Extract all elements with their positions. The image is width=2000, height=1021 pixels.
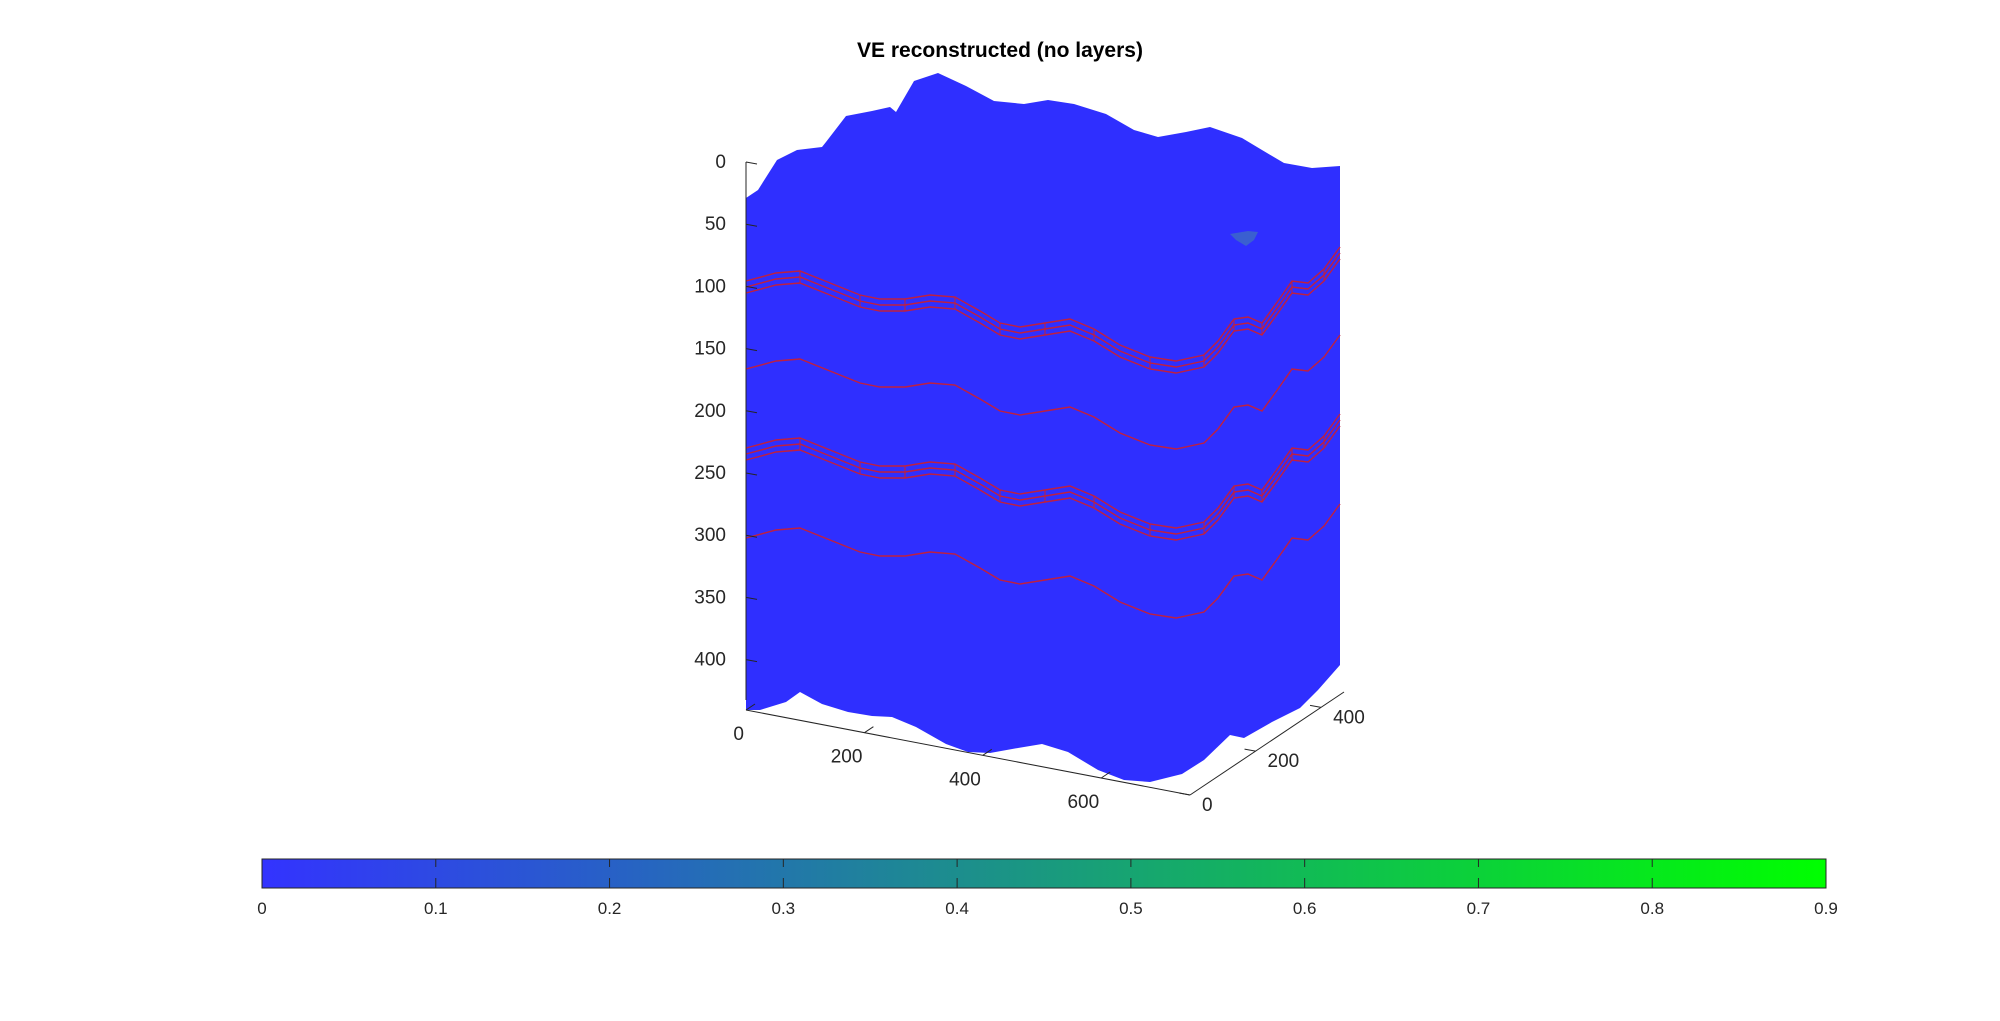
colorbar-tick-label: 0.6: [1293, 899, 1317, 918]
y-axis-line: [1189, 691, 1345, 796]
y-tick-mark: [1178, 792, 1191, 796]
layer-lines: [745, 246, 1341, 619]
z-tick-label: 100: [694, 276, 726, 297]
z-tick-mark: [745, 596, 758, 600]
z-axis-ticks: 0 50 100 150 200 250 300 350 400: [694, 152, 758, 671]
z-tick-mark: [745, 472, 758, 476]
z-tick-mark: [745, 285, 758, 289]
x-tick-label: 600: [1067, 792, 1099, 813]
colorbar-tick-label: 0.8: [1640, 899, 1664, 918]
z-tick-label: 200: [694, 401, 726, 422]
y-tick-mark: [1244, 748, 1256, 752]
z-tick-label: 150: [694, 339, 726, 360]
z-tick-mark: [745, 534, 758, 538]
z-tick-label: 0: [715, 152, 726, 173]
colorbar-ticks: 0 0.1 0.2 0.3 0.4 0.5 0.6 0.7 0.8 0.9: [257, 859, 1838, 918]
surface-patch: [1230, 231, 1258, 246]
x-tick-mark: [745, 703, 756, 711]
colorbar-tick-label: 0.1: [424, 899, 448, 918]
colorbar-tick-label: 0.4: [945, 899, 969, 918]
x-tick-label: 200: [831, 747, 863, 768]
z-tick-label: 300: [694, 525, 726, 546]
z-tick-mark: [745, 348, 758, 352]
colorbar-tick-label: 0.5: [1119, 899, 1143, 918]
layer-band-line: [745, 252, 1341, 368]
colorbar-tick-label: 0: [257, 899, 266, 918]
y-axis-ticks: 0 200 400: [1178, 704, 1365, 816]
layer-line: [745, 503, 1341, 619]
axis-lines: [745, 162, 1345, 796]
layer-band-line: [745, 258, 1341, 374]
layer-line: [745, 334, 1341, 450]
layer-band-line: [745, 419, 1341, 535]
x-tick-mark: [864, 726, 874, 734]
y-tick-label: 400: [1333, 707, 1365, 728]
colorbar-tick-label: 0.2: [598, 899, 622, 918]
z-tick-label: 250: [694, 463, 726, 484]
z-tick-label: 400: [694, 650, 726, 671]
z-tick-label: 350: [694, 587, 726, 608]
z-tick-mark: [745, 410, 758, 414]
y-tick-label: 200: [1268, 751, 1300, 772]
layer-band-line: [745, 425, 1341, 541]
chart-title: VE reconstructed (no layers): [857, 39, 1143, 62]
x-axis-ticks: 0 200 400 600: [733, 703, 1111, 813]
z-tick-mark: [745, 223, 758, 227]
x-axis-line: [745, 709, 1191, 796]
y-tick-mark: [1309, 704, 1322, 708]
x-tick-label: 400: [949, 769, 981, 790]
y-tick-label: 0: [1202, 795, 1213, 816]
surface-volume: [746, 73, 1340, 782]
x-tick-label: 0: [733, 724, 744, 745]
z-tick-mark: [745, 659, 758, 663]
z-tick-mark: [745, 161, 758, 165]
z-tick-label: 50: [705, 214, 726, 235]
colorbar-tick-label: 0.9: [1814, 899, 1838, 918]
colorbar-tick-label: 0.3: [772, 899, 796, 918]
layer-band-line: [745, 246, 1341, 362]
layer-band-line: [745, 413, 1341, 529]
colorbar-tick-label: 0.7: [1467, 899, 1491, 918]
colorbar: [261, 858, 1827, 889]
x-tick-mark: [982, 748, 993, 756]
x-tick-mark: [1100, 771, 1111, 779]
